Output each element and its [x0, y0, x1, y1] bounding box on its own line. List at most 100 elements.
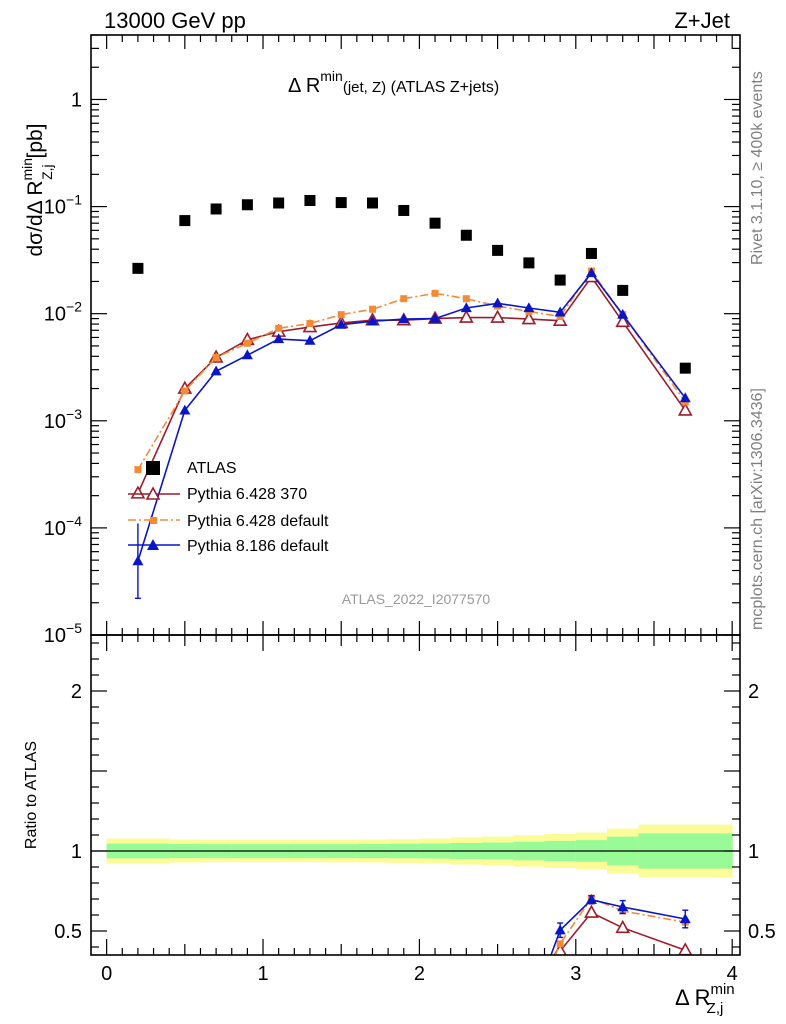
main-series [130, 194, 693, 600]
main-panel: 10−510−410−310−210−11 Δ Rmin(jet, Z) (AT… [19, 34, 741, 647]
main-ytick-label: 10−1 [44, 192, 82, 219]
ratio-series-line [550, 898, 686, 955]
ratio-xtick-label: 0 [101, 963, 112, 985]
data-point [585, 247, 597, 259]
main-ytick-label: 10−4 [44, 513, 82, 540]
main-ylabel-sup: min [19, 158, 35, 181]
header-right: Z+Jet [674, 8, 730, 33]
data-point [554, 306, 566, 317]
ratio-ticks [91, 635, 740, 955]
data-point [462, 295, 470, 303]
ratio-panel: 0.5 0.5 1 1 2 2 0 1 2 3 4 Ratio to ATLAS Δ Rmin Z,… [23, 634, 776, 1017]
data-point [556, 313, 564, 321]
legend-marker-atlas [146, 461, 160, 475]
rivet-label: Rivet 3.1.10, ≥ 400k events [749, 71, 766, 265]
main-ytick-label-base: 10 [44, 411, 66, 433]
data-point [212, 353, 220, 361]
data-point [460, 302, 472, 313]
data-point [337, 311, 345, 319]
main-ylabel-unit: [pb] [24, 123, 47, 158]
data-point [130, 485, 146, 499]
header-left: 13000 GeV pp [104, 8, 246, 33]
data-point [241, 349, 253, 360]
ratio-point [679, 913, 691, 924]
data-point [460, 229, 472, 241]
ratio-series-pythia-6-428-370 [553, 904, 693, 955]
data-point [275, 324, 283, 332]
main-ytick-label-base: 10 [44, 518, 66, 540]
ratio-point [556, 940, 564, 948]
data-point [306, 319, 314, 327]
ratio-frame [90, 634, 741, 956]
main-ytick-label-exp: −5 [66, 620, 82, 636]
plot-title: Δ Rmin(jet, Z) (ATLAS Z+jets) [288, 68, 499, 97]
data-point [617, 308, 629, 319]
ratio-ytick-label-left: 2 [71, 681, 82, 703]
main-ytick-label: 10−5 [44, 620, 82, 647]
data-point [243, 339, 251, 347]
main-ytick-label-base: 10 [44, 304, 66, 326]
data-point [335, 318, 347, 329]
data-point [615, 313, 631, 328]
ratio-ylabel: Ratio to ATLAS [23, 741, 40, 849]
main-ytick-labels: 10−510−410−310−210−11 [44, 89, 82, 647]
data-point [429, 217, 441, 229]
legend-label-py6-370: Pythia 6.428 370 [187, 486, 307, 503]
data-point [210, 203, 222, 215]
data-point [134, 466, 142, 474]
legend: ATLAS Pythia 6.428 370 Pythia 6.428 defa… [128, 460, 329, 555]
ratio-ytick-labels: 0.5 0.5 1 1 2 2 [54, 681, 776, 943]
ratio-ytick-label-left: 1 [71, 841, 82, 863]
plot-title-sup: min [320, 68, 343, 84]
data-point [304, 334, 316, 345]
data-point [523, 257, 535, 269]
data-point [677, 402, 693, 416]
ratio-point [585, 894, 597, 904]
main-ytick-label-exp: −3 [66, 406, 82, 422]
data-point [431, 289, 439, 297]
analysis-watermark: ATLAS_2022_I2077570 [342, 591, 491, 607]
legend-label-py8-default: Pythia 8.186 default [187, 538, 329, 555]
main-ytick-label-base: 1 [71, 89, 82, 111]
plot-title-tail: (ATLAS Z+jets) [391, 79, 500, 96]
ratio-xlabel-sup: min [710, 981, 734, 998]
data-point [679, 362, 691, 374]
ratio-xlabel-main: Δ R [675, 985, 710, 1010]
ratio-ytick-label-right: 0.5 [748, 921, 776, 943]
main-ylabel: dσ/dΔ Rmin Z,j [pb] [19, 123, 55, 256]
ratio-xtick-label: 1 [257, 963, 268, 985]
ratio-xtick-label: 3 [570, 963, 581, 985]
ratio-ytick-label-left: 0.5 [54, 921, 82, 943]
data-point [366, 315, 378, 326]
data-point [492, 297, 504, 308]
data-point [304, 194, 316, 206]
data-point [679, 392, 691, 403]
main-ytick-label: 1 [71, 89, 82, 111]
ratio-ytick-label-right: 1 [748, 841, 759, 863]
data-point [523, 302, 535, 313]
series-atlas [132, 194, 691, 374]
data-point [273, 197, 285, 209]
legend-label-py6-default: Pythia 6.428 default [187, 513, 329, 530]
series-pythia-8-186-default [132, 267, 691, 600]
mcplots-label: mcplots.cern.ch [arXiv:1306.3436] [749, 388, 766, 630]
data-point [181, 387, 189, 395]
data-point [554, 274, 566, 286]
main-ytick-label-exp: −2 [66, 299, 82, 315]
main-ytick-label: 10−2 [44, 299, 82, 326]
data-point [398, 313, 410, 324]
plot-title-main: Δ R [288, 75, 320, 97]
data-point [273, 333, 285, 344]
main-ylabel-sub: Z,j [39, 164, 55, 180]
data-point [492, 244, 504, 256]
data-point [368, 305, 376, 313]
ratio-point [554, 924, 566, 935]
data-point [617, 284, 629, 296]
main-ytick-label: 10−3 [44, 406, 82, 433]
ratio-series-pythia-8-186-default [550, 894, 691, 955]
ratio-point [615, 919, 631, 934]
ratio-xtick-labels: 0 1 2 3 4 [101, 963, 738, 985]
main-ytick-label-base: 10 [44, 625, 66, 647]
data-point [521, 311, 537, 325]
